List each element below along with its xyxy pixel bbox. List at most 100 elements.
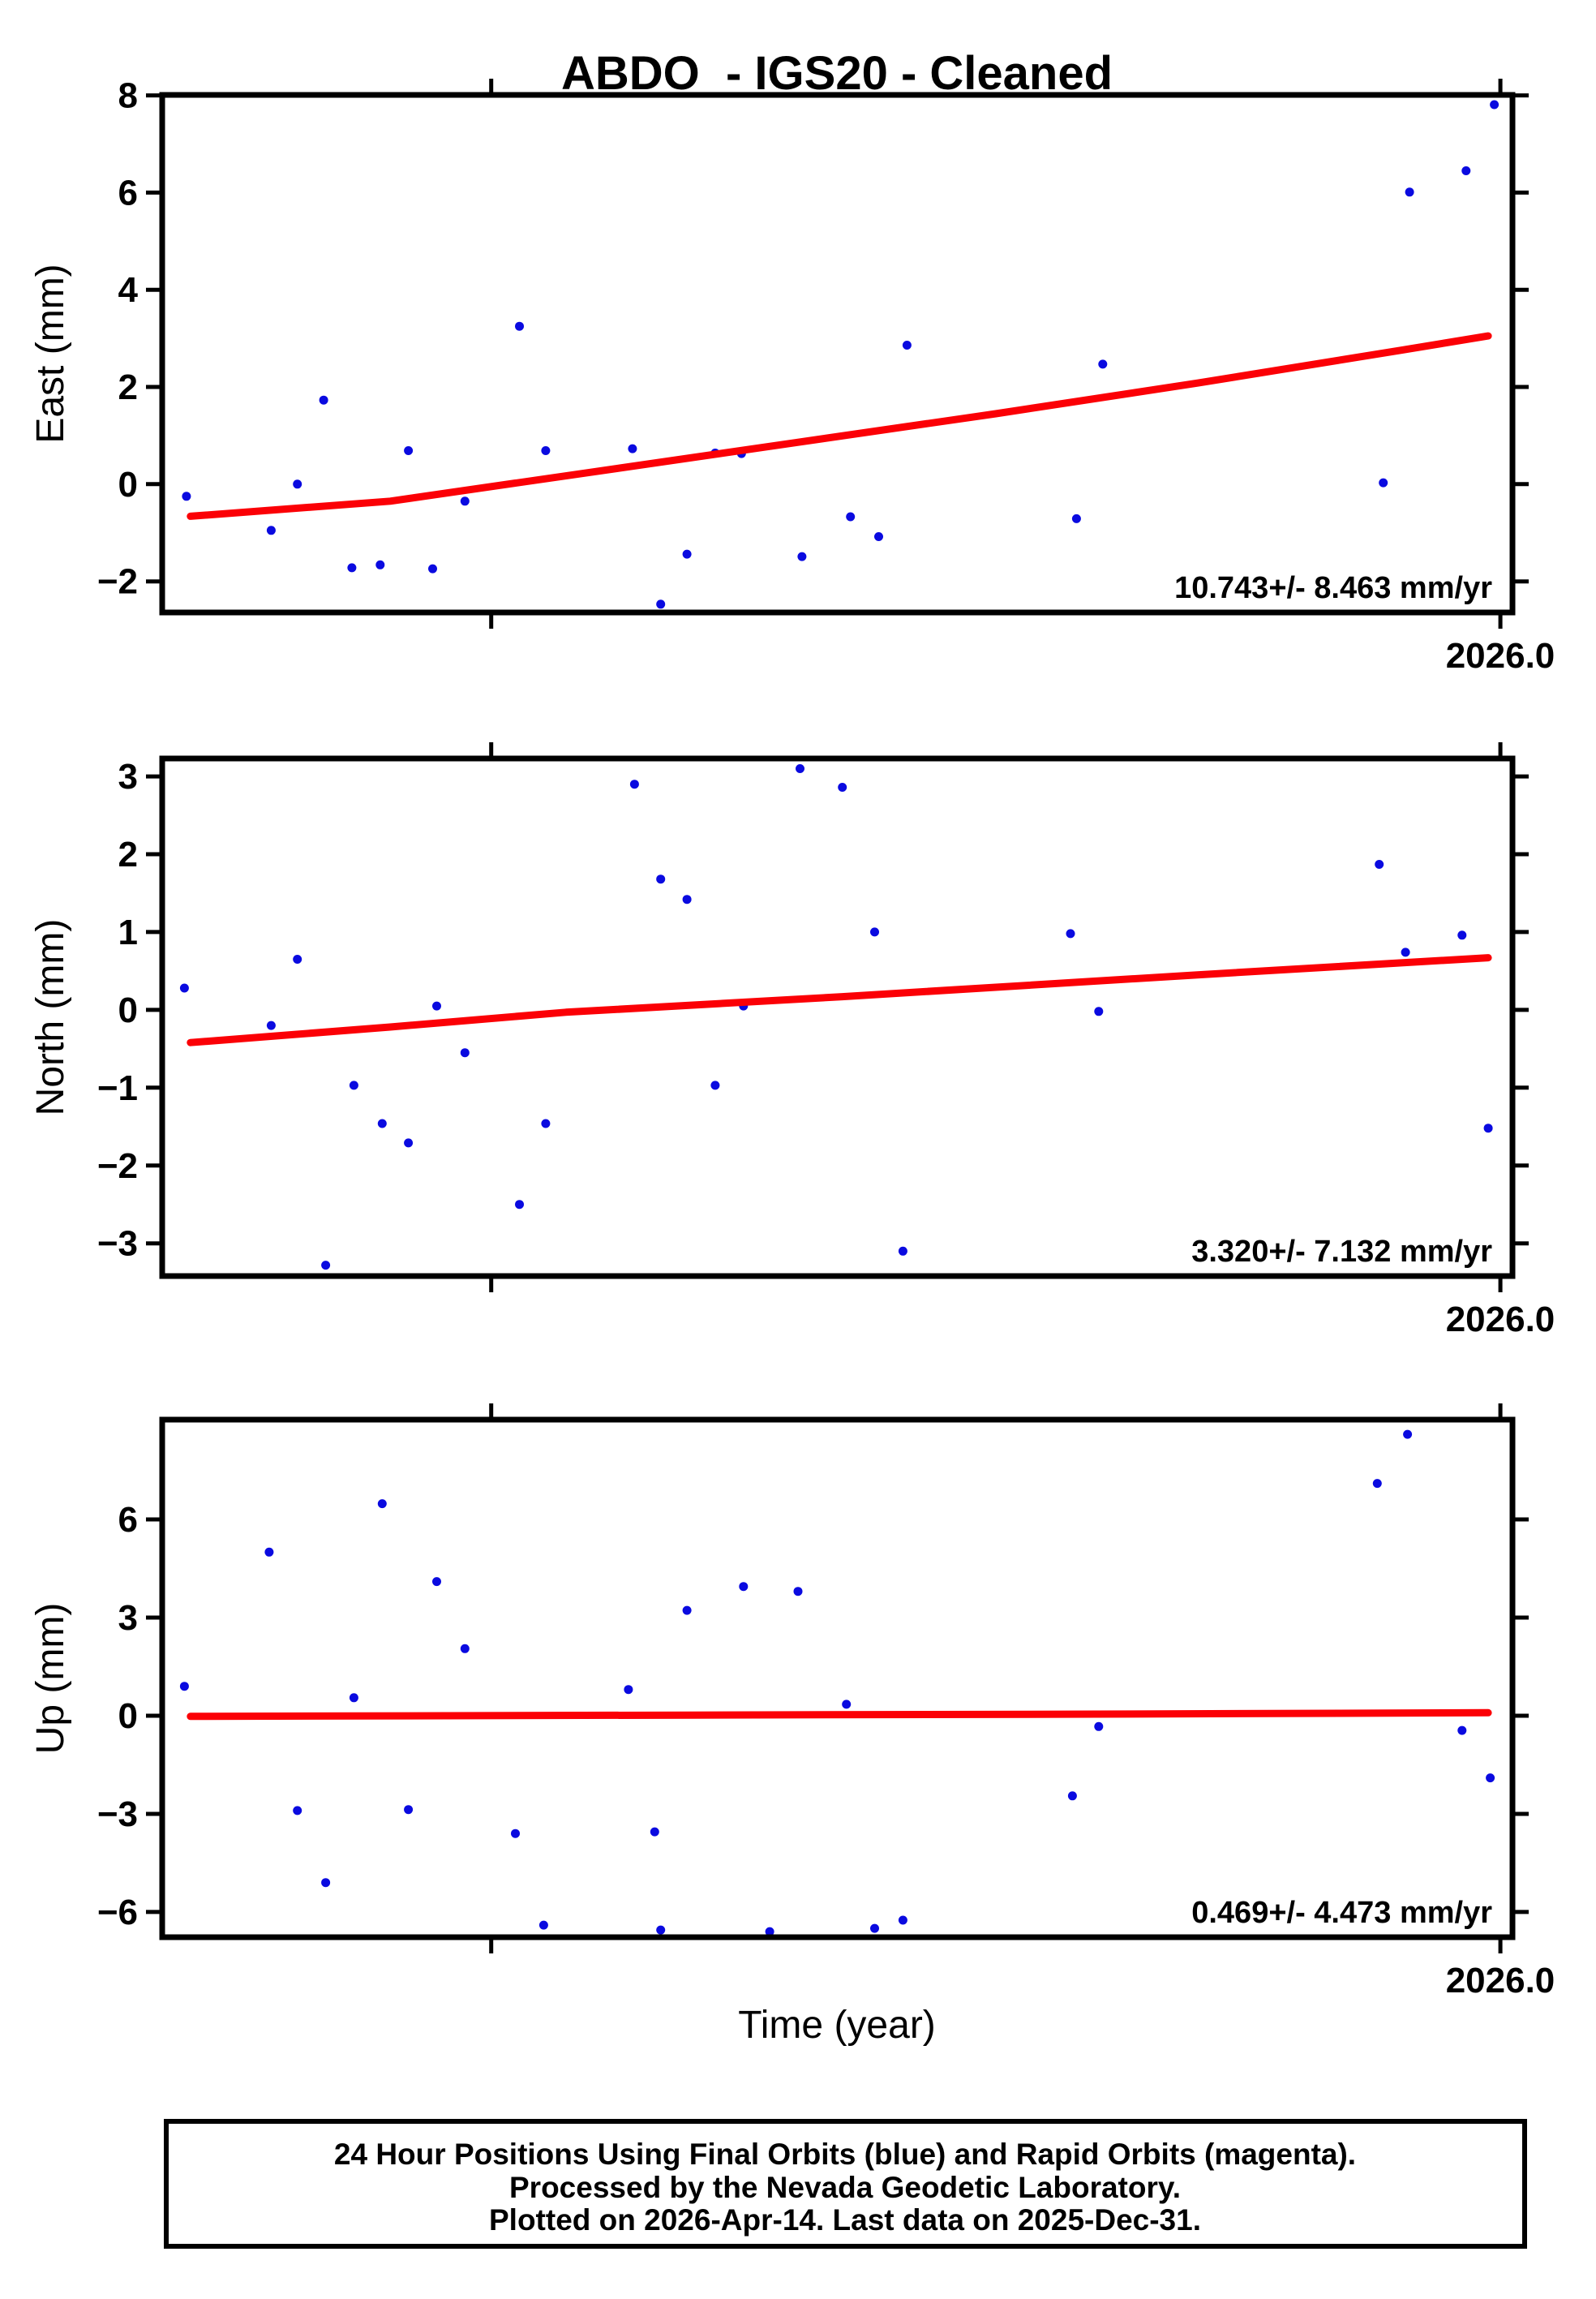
up-panel: 6 3 0 −3 −6 Up (mm) 0.469+/- 4.473 mm/yr 202… xyxy=(29,1403,1555,2000)
north-panel-content: 3 2 1 0 −1 −2 −3 xyxy=(97,742,1529,1292)
up-axis-title: Up (mm) xyxy=(29,1603,72,1755)
caption-line-3: Plotted on 2026-Apr-14. Last data on 202… xyxy=(489,2203,1201,2237)
north-data-point xyxy=(293,955,302,964)
north-data-point xyxy=(656,874,666,884)
up-data-point xyxy=(321,1878,331,1888)
up-data-point xyxy=(432,1577,441,1587)
caption-line-1: 24 Hour Positions Using Final Orbits (bl… xyxy=(334,2138,1356,2171)
up-data-point xyxy=(656,1925,666,1935)
up-y-tick-label: 6 xyxy=(118,1500,138,1540)
x-axis-title: Time (year) xyxy=(738,2004,936,2047)
up-data-point xyxy=(1457,1725,1467,1735)
up-data-point xyxy=(264,1547,274,1557)
east-data-point xyxy=(347,563,357,573)
north-data-point xyxy=(321,1261,331,1270)
up-y-tick-label: 3 xyxy=(118,1598,138,1638)
east-data-point xyxy=(1490,100,1499,110)
up-data-point xyxy=(1403,1429,1413,1439)
north-data-point xyxy=(1483,1124,1493,1133)
up-data-point xyxy=(898,1915,907,1925)
north-data-point xyxy=(515,1200,524,1210)
up-data-point xyxy=(460,1644,470,1653)
north-data-point xyxy=(541,1119,551,1128)
north-data-point xyxy=(404,1138,414,1148)
east-data-point xyxy=(541,446,551,455)
east-data-point xyxy=(682,549,692,559)
north-data-point xyxy=(796,764,804,773)
up-data-point xyxy=(650,1827,659,1837)
east-data-point xyxy=(797,552,807,561)
north-data-point xyxy=(838,783,847,792)
north-data-point xyxy=(1066,929,1075,939)
up-data-point xyxy=(739,1582,749,1592)
up-y-tick-label: 0 xyxy=(118,1696,138,1736)
north-data-point xyxy=(710,1081,720,1090)
east-data-point xyxy=(428,564,437,574)
east-plot-frame xyxy=(159,92,1516,616)
up-data-point xyxy=(842,1700,852,1709)
east-data-point xyxy=(1461,166,1471,175)
east-data-point xyxy=(1098,359,1108,369)
east-data-point xyxy=(846,512,856,522)
east-axis-title: East (mm) xyxy=(29,264,72,443)
north-data-point xyxy=(682,895,692,905)
north-axis-title: North (mm) xyxy=(29,919,72,1116)
north-y-tick-label: 0 xyxy=(118,991,138,1030)
east-data-point xyxy=(656,599,666,609)
east-data-point xyxy=(1379,478,1388,488)
up-data-point xyxy=(793,1587,803,1596)
up-data-point xyxy=(1372,1479,1382,1489)
up-data-point xyxy=(1486,1773,1495,1783)
east-panel-content: 8 6 4 2 0 −2 xyxy=(97,76,1529,629)
north-velocity-annotation: 3.320+/- 7.132 mm/yr xyxy=(1191,1235,1492,1269)
east-data-point xyxy=(182,492,191,501)
up-data-point xyxy=(179,1682,189,1691)
caption-border xyxy=(164,2119,1527,2249)
east-y-tick-label: 2 xyxy=(118,367,138,407)
up-y-tick-label: −3 xyxy=(97,1794,138,1834)
north-data-point xyxy=(898,1246,907,1256)
up-data-point xyxy=(377,1499,387,1509)
east-data-point xyxy=(266,526,276,535)
north-y-tick-label: 3 xyxy=(118,757,138,797)
east-x-tick-label: 2026.0 xyxy=(1446,636,1555,676)
north-data-point xyxy=(349,1081,358,1090)
east-data-point xyxy=(515,321,524,331)
north-data-point xyxy=(870,927,879,937)
north-x-tick-label: 2026.0 xyxy=(1446,1300,1555,1339)
up-data-point xyxy=(624,1685,633,1695)
north-plot-frame xyxy=(159,755,1516,1279)
up-data-point xyxy=(404,1805,414,1815)
north-y-tick-label: −1 xyxy=(97,1068,138,1108)
page-title: ABDO - IGS20 - Cleaned xyxy=(561,47,1113,100)
up-panel-content: 6 3 0 −3 −6 xyxy=(97,1403,1529,1953)
caption-line-2: Processed by the Nevada Geodetic Laborat… xyxy=(509,2171,1181,2204)
north-y-tick-label: 1 xyxy=(118,913,138,952)
up-trend-line xyxy=(187,1708,1492,1721)
up-x-tick-label: 2026.0 xyxy=(1446,1961,1555,2000)
up-data-point xyxy=(765,1927,774,1936)
north-data-point xyxy=(1401,948,1410,957)
north-data-point xyxy=(1094,1007,1104,1016)
east-data-point xyxy=(375,560,385,569)
east-y-tick-label: 0 xyxy=(118,465,138,505)
east-data-point xyxy=(902,341,912,350)
east-trend-line xyxy=(187,332,1492,520)
up-data-point xyxy=(511,1828,520,1838)
up-plot-frame xyxy=(159,1416,1516,1940)
east-data-point xyxy=(874,532,883,541)
east-data-point xyxy=(460,496,470,506)
up-y-tick-label: −6 xyxy=(97,1893,138,1932)
north-panel: 3 2 1 0 −1 −2 −3 North (mm) 3.320+/- 7.132 mm/… xyxy=(29,742,1555,1339)
up-data-point xyxy=(682,1605,692,1615)
north-trend-line xyxy=(187,954,1492,1046)
north-y-tick-label: 2 xyxy=(118,835,138,874)
up-velocity-annotation: 0.469+/- 4.473 mm/yr xyxy=(1191,1896,1492,1930)
up-data-point xyxy=(349,1693,358,1703)
north-data-point xyxy=(432,1001,441,1011)
east-velocity-annotation: 10.743+/- 8.463 mm/yr xyxy=(1174,571,1492,605)
